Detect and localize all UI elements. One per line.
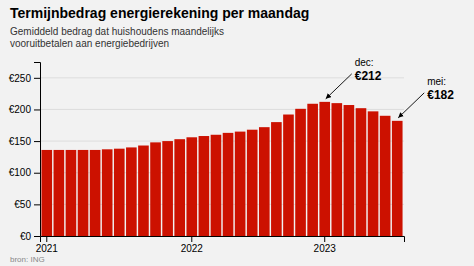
plot: €0 €50 €100 €150 €200 €250 2021 2022 2023 dec:€21… [9, 57, 455, 254]
y-axis-line [34, 63, 41, 237]
y-tick: €150 [9, 136, 40, 147]
y-axis: €0 €50 €100 €150 €200 €250 [9, 63, 41, 242]
bar [259, 127, 270, 236]
y-tick: €50 [14, 199, 40, 210]
title: Termijnbedrag energierekening per maanda… [10, 5, 309, 21]
bar [307, 104, 318, 236]
y-tick-mark [34, 204, 40, 205]
y-tick-label: €150 [9, 136, 32, 147]
annotation-text: mei: [427, 76, 446, 87]
y-tick-mark [34, 141, 40, 142]
x-tick: 2022 [181, 236, 204, 254]
background [0, 0, 474, 266]
bar [368, 111, 379, 236]
bar [271, 122, 282, 236]
x-tick-label: 2023 [314, 243, 337, 254]
bar [150, 142, 161, 236]
y-tick-label: €50 [14, 199, 31, 210]
bar [295, 109, 306, 236]
x-tick-mark [46, 236, 47, 242]
bar [344, 105, 355, 236]
bar [138, 146, 149, 236]
x-tick-mark [324, 236, 325, 242]
bar [319, 102, 330, 236]
y-tick-label: €200 [9, 104, 32, 115]
x-tick-mark [191, 236, 192, 242]
y-tick: €200 [9, 104, 40, 115]
y-tick-label: €250 [9, 73, 32, 84]
bar [126, 147, 137, 236]
bars [41, 102, 402, 236]
x-tick: 2021 [36, 236, 59, 254]
chart-container: Termijnbedrag energierekening per maanda… [0, 0, 474, 266]
annotations: dec:€212 mei:€182 [326, 57, 455, 118]
bar [174, 139, 185, 236]
grid-line [40, 77, 404, 78]
y-tick-mark [34, 78, 40, 79]
y-tick: €0 [20, 231, 40, 242]
y-tick: €100 [9, 167, 40, 178]
bar [235, 132, 246, 236]
annotation-value: €182 [427, 88, 454, 102]
annotation-text: dec: [355, 57, 374, 68]
x-axis-line [41, 237, 405, 243]
bar [90, 150, 101, 236]
y-tick: €250 [9, 73, 40, 84]
y-tick-mark [34, 236, 40, 237]
bar [78, 150, 89, 236]
annotation-arrow [398, 93, 424, 118]
bar [114, 149, 125, 236]
bar [54, 150, 65, 236]
x-axis: 2021 2022 2023 [36, 236, 405, 254]
bar [66, 150, 77, 236]
y-tick-label: €0 [20, 231, 32, 242]
annotation-arrow [326, 74, 352, 99]
chart-svg: Termijnbedrag energierekening per maanda… [0, 0, 474, 266]
x-tick: 2023 [314, 236, 337, 254]
bar [199, 136, 210, 236]
bar [356, 108, 367, 236]
bar [380, 116, 391, 236]
bar [223, 133, 234, 236]
bar [41, 150, 52, 236]
bar [247, 130, 258, 236]
bar [331, 103, 342, 236]
bar [162, 141, 173, 236]
bar [211, 135, 222, 236]
grid [40, 78, 404, 236]
subtitle: Gemiddeld bedrag dat huishoudens maandel… [10, 26, 224, 49]
subtitle-line: Gemiddeld bedrag dat huishoudens maandel… [10, 26, 224, 37]
y-tick-label: €100 [9, 167, 32, 178]
source: bron: ING [10, 255, 45, 264]
subtitle-line: vooruitbetalen aan energiebedrijven [10, 38, 169, 49]
annotation-value: €212 [355, 69, 382, 83]
y-tick-mark [34, 109, 40, 110]
bar [186, 137, 197, 236]
bar [102, 149, 113, 236]
x-tick-label: 2022 [181, 243, 204, 254]
x-tick-label: 2021 [36, 243, 59, 254]
bar [283, 115, 294, 236]
y-tick-mark [34, 173, 40, 174]
bar [392, 121, 403, 236]
